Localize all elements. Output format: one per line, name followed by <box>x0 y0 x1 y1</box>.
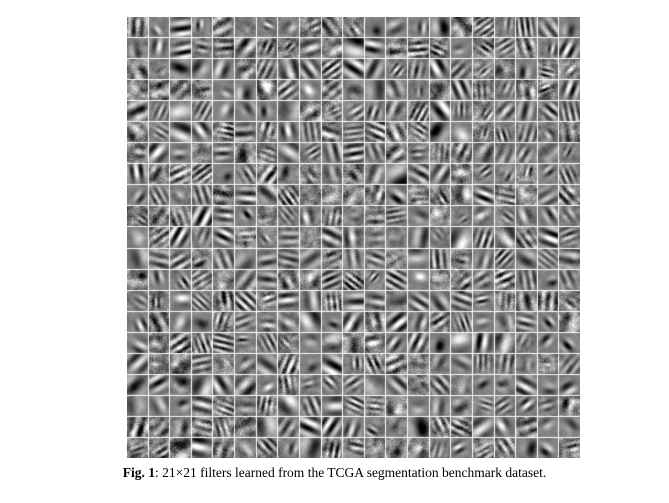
filter-grid-image <box>127 17 580 458</box>
filter-bank-figure <box>127 17 580 458</box>
caption-separator: : <box>154 465 163 480</box>
figure-label: Fig. 1 <box>122 465 155 480</box>
caption-text: filters learned from the TCGA segmentati… <box>196 465 547 480</box>
figure-caption: Fig. 1: 21×21 filters learned from the T… <box>0 464 669 481</box>
caption-dims: 21×21 <box>162 465 197 480</box>
